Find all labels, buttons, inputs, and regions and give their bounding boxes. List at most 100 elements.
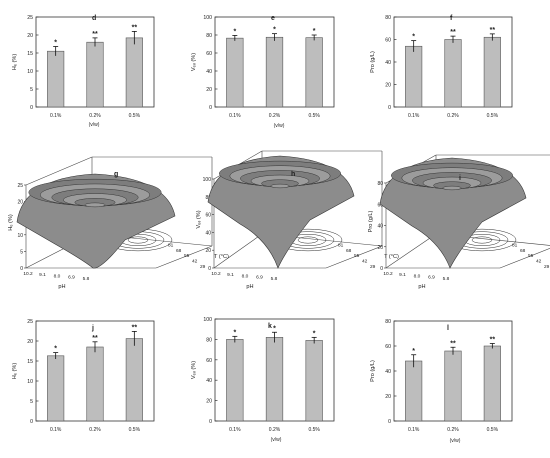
y-tick-label: 0: [209, 105, 212, 111]
z-tick-label: 40: [377, 224, 383, 230]
x-axis-label: pH: [418, 284, 425, 290]
y-axis-label: T (°C): [384, 254, 399, 260]
category-label: 0.2%: [447, 427, 459, 433]
significance-mark: **: [490, 337, 496, 344]
category-label: 0.2%: [447, 113, 459, 119]
surface-contour: [270, 183, 290, 189]
y-tick-label: 40: [206, 378, 212, 384]
y-tick-label: 60: [385, 344, 391, 350]
z-axis-label: Pro (g/L): [368, 210, 374, 232]
significance-mark: **: [450, 29, 456, 36]
significance-mark: **: [92, 335, 98, 342]
bar: [483, 36, 501, 108]
base-contour: [127, 236, 149, 244]
bar: [305, 340, 323, 422]
significance-mark: *: [273, 27, 276, 34]
category-label: 0.1%: [229, 427, 241, 433]
y-tick-label: 5: [30, 87, 33, 93]
surface-contour: [442, 185, 462, 191]
y-tick-label: 42: [192, 259, 198, 265]
y-tick-label: 55: [528, 253, 534, 259]
y-tick-label: 100: [203, 317, 212, 323]
significance-mark: *: [233, 329, 236, 336]
x-tick-label: 5.8: [443, 276, 450, 282]
bar: [226, 37, 244, 108]
y-tick-label: 81: [512, 242, 518, 248]
x-axis-label: (v/w): [271, 437, 282, 443]
y-tick-label: 10: [27, 379, 33, 385]
y-tick-label: 40: [206, 69, 212, 75]
bar: [405, 45, 423, 108]
z-tick-label: 100: [203, 177, 212, 183]
y-tick-label: 20: [385, 83, 391, 89]
panel-letter-j: j: [91, 325, 94, 332]
z-tick-label: 20: [377, 245, 383, 251]
bar: [86, 346, 104, 422]
x-axis-label: (v/w): [89, 122, 100, 128]
y-tick-label: 0: [30, 105, 33, 111]
x-tick-label: 8.0: [242, 273, 249, 279]
bar: [444, 39, 462, 108]
x-tick-label: 8.0: [54, 273, 61, 279]
y-axis-label: Vₑₔ (%): [191, 361, 197, 379]
y-tick-label: 29: [370, 264, 376, 270]
z-tick-label: 5: [20, 249, 23, 255]
bar: [125, 338, 143, 422]
y-tick-label: 80: [385, 319, 391, 325]
z-tick-label: 80: [377, 181, 383, 187]
significance-mark: *: [233, 28, 236, 35]
category-label: 0.2%: [89, 427, 101, 433]
y-tick-label: 55: [354, 253, 360, 259]
z-axis-label: Vₑₔ (%): [196, 210, 202, 228]
y-tick-label: 60: [206, 358, 212, 364]
y-tick-label: 81: [338, 242, 344, 248]
significance-mark: *: [412, 348, 415, 355]
y-axis-label: Pro (g/L): [370, 360, 376, 382]
y-tick-label: 40: [385, 369, 391, 375]
x-axis-label: pH: [58, 284, 65, 290]
z-tick-label: 10: [17, 233, 23, 239]
bar: [265, 36, 284, 108]
y-tick-label: 42: [536, 259, 542, 265]
y-tick-label: 40: [385, 60, 391, 66]
y-tick-label: 10: [27, 69, 33, 75]
base-contour: [471, 236, 493, 244]
category-label: 0.1%: [408, 427, 420, 433]
category-label: 0.2%: [89, 113, 101, 119]
significance-mark: *: [54, 40, 57, 47]
category-label: 0.5%: [308, 427, 320, 433]
category-label: 0.2%: [269, 427, 281, 433]
x-tick-label: 9.1: [39, 272, 46, 278]
box-edge: [25, 156, 93, 186]
x-tick-label: 5.8: [271, 276, 278, 282]
y-tick-label: 25: [27, 319, 33, 325]
x-tick-label: 9.1: [227, 272, 234, 278]
significance-mark: **: [450, 340, 456, 347]
y-tick-label: 80: [206, 33, 212, 39]
bar: [47, 50, 65, 108]
y-tick-label: 42: [362, 259, 368, 265]
y-tick-label: 60: [206, 51, 212, 57]
y-tick-label: 80: [206, 337, 212, 343]
z-tick-label: 0: [380, 266, 383, 272]
bar-chart-j: 0 5 10 15 20 25 Hₑ (%) * 0.1% ** 0.2% ** 0.5%: [12, 319, 155, 433]
bar: [305, 37, 323, 108]
z-tick-label: 40: [205, 230, 211, 236]
y-axis-label: Hₑ (%): [12, 363, 18, 380]
x-tick-label: 6.9: [428, 275, 435, 281]
z-axis-label: Hₑ (%): [8, 214, 14, 231]
panel-letter-h: h: [291, 171, 295, 178]
z-tick-label: 60: [377, 202, 383, 208]
y-tick-label: 55: [184, 253, 190, 259]
category-label: 0.5%: [308, 113, 320, 119]
significance-mark: *: [313, 330, 316, 337]
z-tick-label: 0: [20, 266, 23, 272]
category-label: 0.5%: [129, 113, 141, 119]
z-tick-label: 20: [205, 248, 211, 254]
x-tick-label: 10.2: [211, 271, 221, 277]
x-tick-label: 8.0: [414, 273, 421, 279]
y-tick-label: 60: [385, 38, 391, 44]
y-axis-label: Vₑₔ (%): [191, 53, 197, 71]
y-tick-label: 15: [27, 359, 33, 365]
